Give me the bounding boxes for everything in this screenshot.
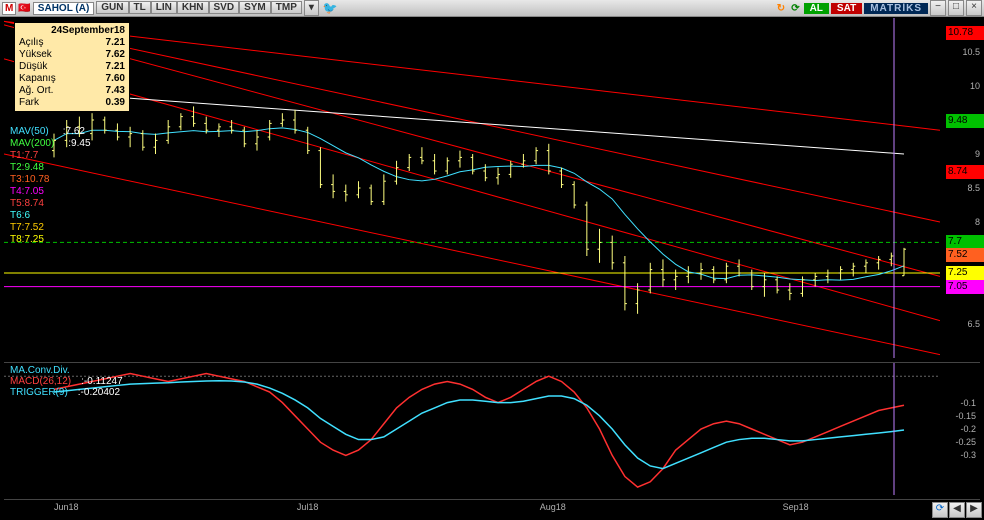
toolbar-gun-button[interactable]: GUN <box>96 1 128 14</box>
date-axis: Jun18 Jul18 Aug18 Sep18 <box>4 499 980 518</box>
dropdown-icon[interactable]: ▾ <box>304 0 319 16</box>
indicator-label: T6:6 <box>10 210 91 222</box>
macd-label: TRIGGER(9):-0.20402 <box>10 387 123 398</box>
price-badge: 7.05 <box>946 280 984 294</box>
scroll-left-button[interactable]: ◀ <box>949 502 965 518</box>
price-chart[interactable]: MAV(50):7.62MAV(200):9.45T1:7.7T2:9.48T3… <box>4 18 980 358</box>
macd-panel[interactable]: MA.Conv.Div.MACD(26,12):-0.11247TRIGGER(… <box>4 362 980 495</box>
price-badge: 8.74 <box>946 165 984 179</box>
indicator-label: T2:9.48 <box>10 162 91 174</box>
indicator-label: T4:7.05 <box>10 186 91 198</box>
indicator-label: T3:10.78 <box>10 174 91 186</box>
flag-icon: 🇹🇷 <box>18 3 30 14</box>
indicator-labels: MAV(50):7.62MAV(200):9.45T1:7.7T2:9.48T3… <box>10 126 91 246</box>
toolbar-khn-button[interactable]: KHN <box>177 1 209 14</box>
toolbar-lin-button[interactable]: LIN <box>151 1 177 14</box>
buy-button[interactable]: AL <box>804 3 829 14</box>
date-label: Jul18 <box>297 502 319 512</box>
indicator-label: T7:7.52 <box>10 222 91 234</box>
toolbar-tmp-button[interactable]: TMP <box>271 1 302 14</box>
macd-axis: -0.1-0.15-0.2-0.25-0.3 <box>942 363 976 495</box>
ohlc-info-box: 24September18 Açılış7.21Yüksek7.62Düşük7… <box>14 22 130 112</box>
date-label: Sep18 <box>783 502 809 512</box>
date-label: Aug18 <box>540 502 566 512</box>
close-button[interactable]: × <box>966 0 982 16</box>
refresh2-icon[interactable]: ⟳ <box>789 3 801 14</box>
app-logo: M <box>2 2 16 15</box>
price-badge: 10.78 <box>946 26 984 40</box>
indicator-label: T5:8.74 <box>10 198 91 210</box>
scroll-right-button[interactable]: ▶ <box>966 502 982 518</box>
sell-button[interactable]: SAT <box>831 3 862 14</box>
indicator-label: T8:7.25 <box>10 234 91 246</box>
indicator-label: MAV(50):7.62 <box>10 126 91 138</box>
toolbar-svd-button[interactable]: SVD <box>209 1 240 14</box>
date-label: Jun18 <box>54 502 79 512</box>
minimize-button[interactable]: − <box>930 0 946 16</box>
macd-label: MA.Conv.Div. <box>10 365 123 376</box>
maximize-button[interactable]: □ <box>948 0 964 16</box>
indicator-label: MAV(200):9.45 <box>10 138 91 150</box>
macd-labels: MA.Conv.Div.MACD(26,12):-0.11247TRIGGER(… <box>10 365 123 398</box>
info-date: 24September18 <box>51 25 125 37</box>
twitter-icon[interactable]: 🐦 <box>321 1 340 15</box>
price-badge: 7.52 <box>946 248 984 262</box>
toolbar: M 🇹🇷 SAHOL (A) GUNTLLINKHNSVDSYMTMP ▾ 🐦 … <box>0 0 984 17</box>
brand-label: MATRİKS <box>864 3 928 14</box>
price-axis: 6.577.588.599.51010.510.789.488.747.77.5… <box>944 18 984 358</box>
price-badge: 7.25 <box>946 266 984 280</box>
ticker-symbol[interactable]: SAHOL (A) <box>33 2 94 15</box>
macd-label: MACD(26,12):-0.11247 <box>10 376 123 387</box>
refresh-view-icon[interactable]: ⟳ <box>932 502 948 518</box>
indicator-label: T1:7.7 <box>10 150 91 162</box>
nav-arrows: ⟳ ◀ ▶ <box>932 502 982 518</box>
toolbar-sym-button[interactable]: SYM <box>239 1 271 14</box>
toolbar-tl-button[interactable]: TL <box>129 1 151 14</box>
refresh-icon[interactable]: ↻ <box>775 3 787 14</box>
price-badge: 9.48 <box>946 114 984 128</box>
